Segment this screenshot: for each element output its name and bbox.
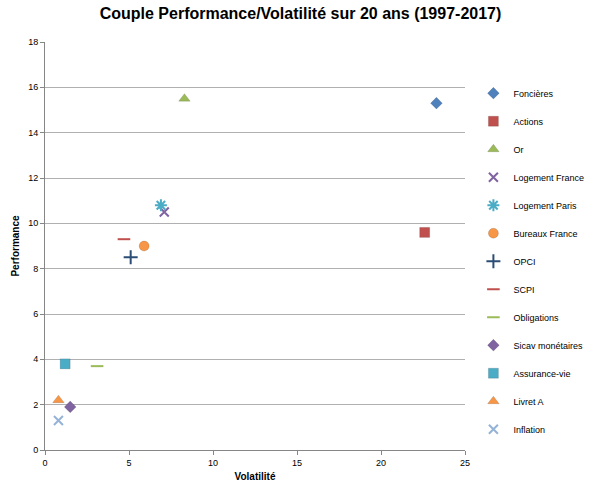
svg-text:4: 4 [33, 354, 38, 364]
svg-text:Couple Performance/Volatilité: Couple Performance/Volatilité sur 20 ans… [100, 5, 502, 22]
svg-text:Logement France: Logement France [513, 173, 584, 183]
svg-text:8: 8 [33, 264, 38, 274]
svg-text:Logement Paris: Logement Paris [513, 201, 577, 211]
svg-text:Obligations: Obligations [513, 313, 559, 323]
svg-text:5: 5 [126, 458, 131, 468]
svg-text:0: 0 [42, 458, 47, 468]
svg-text:Foncières: Foncières [513, 89, 553, 99]
svg-text:Bureaux France: Bureaux France [513, 229, 577, 239]
svg-text:6: 6 [33, 309, 38, 319]
svg-text:Livret A: Livret A [513, 397, 543, 407]
svg-text:2: 2 [33, 400, 38, 410]
svg-text:Actions: Actions [513, 117, 543, 127]
svg-text:20: 20 [376, 458, 386, 468]
svg-text:Assurance-vie: Assurance-vie [513, 369, 570, 379]
svg-text:0: 0 [33, 445, 38, 455]
svg-text:18: 18 [28, 37, 38, 47]
svg-text:Volatilité: Volatilité [235, 471, 276, 482]
svg-text:OPCI: OPCI [513, 257, 535, 267]
svg-text:Performance: Performance [10, 215, 21, 277]
svg-text:16: 16 [28, 82, 38, 92]
svg-text:10: 10 [28, 218, 38, 228]
svg-text:12: 12 [28, 173, 38, 183]
svg-text:25: 25 [460, 458, 470, 468]
svg-text:Inflation: Inflation [513, 425, 545, 435]
svg-text:Sicav monétaires: Sicav monétaires [513, 341, 583, 351]
svg-text:SCPI: SCPI [513, 285, 534, 295]
svg-text:15: 15 [292, 458, 302, 468]
svg-text:Or: Or [513, 145, 523, 155]
svg-text:10: 10 [208, 458, 218, 468]
svg-text:14: 14 [28, 128, 38, 138]
